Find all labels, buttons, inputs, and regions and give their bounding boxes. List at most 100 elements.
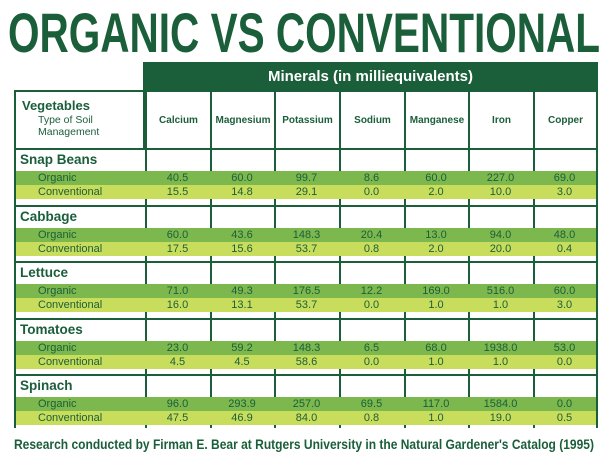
- vegetable-name: Cabbage: [20, 208, 78, 224]
- organic-row: Organic 40.5 60.0 99.7 8.6 60.0 227.0 69.0: [16, 171, 596, 185]
- row-header-cell: Vegetables Type of Soil Management: [16, 92, 143, 148]
- data-value: 20.0: [489, 242, 512, 255]
- data-value: 69.5: [360, 398, 383, 410]
- data-value: 60.0: [166, 228, 189, 241]
- row-label: Organic: [38, 172, 77, 184]
- data-value: 0.8: [363, 242, 380, 255]
- data-value: 59.2: [231, 341, 253, 354]
- conventional-row: Conventional 16.0 13.1 53.7 0.0 1.0 1.0 3.0: [16, 298, 596, 312]
- data-value: 15.5: [166, 186, 189, 198]
- data-value: 148.3: [292, 341, 321, 354]
- column-header: Calcium: [147, 92, 210, 148]
- data-value: 53.7: [295, 242, 318, 255]
- data-value: 40.5: [166, 172, 189, 184]
- data-value: 0.5: [556, 412, 573, 424]
- column-header: Iron: [470, 92, 533, 148]
- source-note: Research conducted by Firman E. Bear at …: [14, 436, 594, 452]
- svg-text:Research conducted by Firman E: Research conducted by Firman E. Bear at …: [14, 436, 594, 452]
- data-value: 13.1: [231, 299, 253, 311]
- data-value: 2.0: [428, 186, 444, 198]
- data-value: 16.0: [166, 299, 189, 311]
- data-value: 94.0: [489, 228, 512, 241]
- data-value: 0.0: [363, 355, 380, 368]
- data-value: 84.0: [295, 412, 318, 424]
- data-value: 2.0: [428, 242, 444, 255]
- data-value: 257.0: [292, 398, 321, 410]
- data-value: 43.6: [231, 228, 253, 241]
- minerals-header-label: Minerals (in milliequivalents): [267, 67, 474, 85]
- data-value: 148.3: [292, 228, 321, 241]
- row-header-subtitle: Type of Soil Management: [38, 114, 100, 138]
- organic-row: Organic 60.0 43.6 148.3 20.4 13.0 94.0 48.0: [16, 227, 596, 242]
- column-header: Magnesium: [212, 92, 274, 148]
- data-value: 0.0: [363, 186, 380, 198]
- row-label: Organic: [38, 285, 77, 297]
- row-label: Organic: [38, 398, 77, 410]
- data-value: 293.9: [228, 398, 256, 410]
- row-label: Organic: [38, 228, 77, 241]
- data-value: 53.0: [553, 341, 576, 354]
- data-value: 69.0: [553, 172, 576, 184]
- data-value: 20.4: [360, 228, 383, 241]
- svg-text:ORGANIC VS CONVENTIONAL: ORGANIC VS CONVENTIONAL: [8, 2, 600, 60]
- conventional-row: Conventional 4.5 4.5 58.6 0.0 1.0 1.0 0.0: [16, 354, 596, 369]
- vegetable-name: Snap Beans: [20, 152, 98, 167]
- data-value: 53.7: [295, 299, 318, 311]
- vegetable-group: Lettuce Organic 71.0 49.3 176.5 12.2 169.0 516.…: [14, 263, 598, 318]
- data-value: 176.5: [292, 285, 321, 297]
- vegetable-name: Lettuce: [20, 265, 69, 280]
- data-value: 13.0: [425, 228, 447, 241]
- data-value: 60.0: [231, 172, 253, 184]
- row-label: Conventional: [38, 355, 103, 368]
- row-label: Conventional: [38, 412, 103, 424]
- data-value: 1938.0: [483, 341, 518, 354]
- data-value: 17.5: [166, 242, 189, 255]
- data-value: 19.0: [489, 412, 512, 424]
- vegetable-name: Spinach: [20, 378, 73, 393]
- data-value: 47.5: [166, 412, 189, 424]
- data-value: 14.8: [231, 186, 253, 198]
- data-value: 1.0: [428, 412, 444, 424]
- data-value: 117.0: [422, 398, 450, 410]
- data-value: 23.0: [166, 341, 189, 354]
- data-value: 8.6: [363, 172, 380, 184]
- conventional-row: Conventional 47.5 46.9 84.0 0.8 1.0 19.0 0.5: [16, 411, 596, 425]
- organic-row: Organic 23.0 59.2 148.3 6.5 68.0 1938.0 53.0: [16, 340, 596, 355]
- organic-row: Organic 96.0 293.9 257.0 69.5 117.0 1584.0 0.0: [16, 397, 596, 411]
- conventional-row: Conventional 17.5 15.6 53.7 0.8 2.0 20.0 0.4: [16, 241, 596, 256]
- row-label: Organic: [38, 341, 77, 354]
- data-value: 227.0: [486, 172, 515, 184]
- data-value: 6.5: [363, 341, 380, 354]
- organic-row: Organic 71.0 49.3 176.5 12.2 169.0 516.0 60.0: [16, 284, 596, 298]
- data-value: 1584.0: [483, 398, 518, 410]
- column-header: Manganese: [406, 92, 468, 148]
- data-value: 1.0: [492, 299, 509, 311]
- vegetable-group: Cabbage Organic 60.0 43.6 148.3 20.4 13.0 94.0 4…: [14, 206, 598, 261]
- data-value: 0.0: [556, 355, 573, 368]
- data-value: 68.0: [425, 341, 447, 354]
- data-value: 3.0: [556, 186, 573, 198]
- row-label: Conventional: [38, 242, 103, 255]
- data-value: 15.6: [231, 242, 253, 255]
- row-header-title: Vegetables: [22, 98, 90, 113]
- data-value: 96.0: [166, 398, 189, 410]
- row-label: Conventional: [38, 299, 103, 311]
- data-value: 99.7: [295, 172, 318, 184]
- data-value: 0.8: [363, 412, 380, 424]
- data-value: 60.0: [425, 172, 447, 184]
- data-value: 169.0: [422, 285, 450, 297]
- data-value: 4.5: [169, 355, 186, 368]
- data-value: 1.0: [428, 355, 444, 368]
- data-value: 49.3: [231, 285, 253, 297]
- column-header: Potassium: [276, 92, 339, 148]
- data-value: 71.0: [166, 285, 189, 297]
- row-label: Conventional: [38, 186, 103, 198]
- minerals-header: Minerals (in milliequivalents): [143, 62, 598, 90]
- data-value: 0.0: [363, 299, 380, 311]
- data-value: 60.0: [553, 285, 576, 297]
- minerals-table: Vegetables Type of Soil Management Calcium…: [14, 90, 598, 431]
- data-value: 4.5: [234, 355, 250, 368]
- data-value: 1.0: [428, 299, 444, 311]
- data-value: 46.9: [231, 412, 253, 424]
- data-value: 48.0: [553, 228, 576, 241]
